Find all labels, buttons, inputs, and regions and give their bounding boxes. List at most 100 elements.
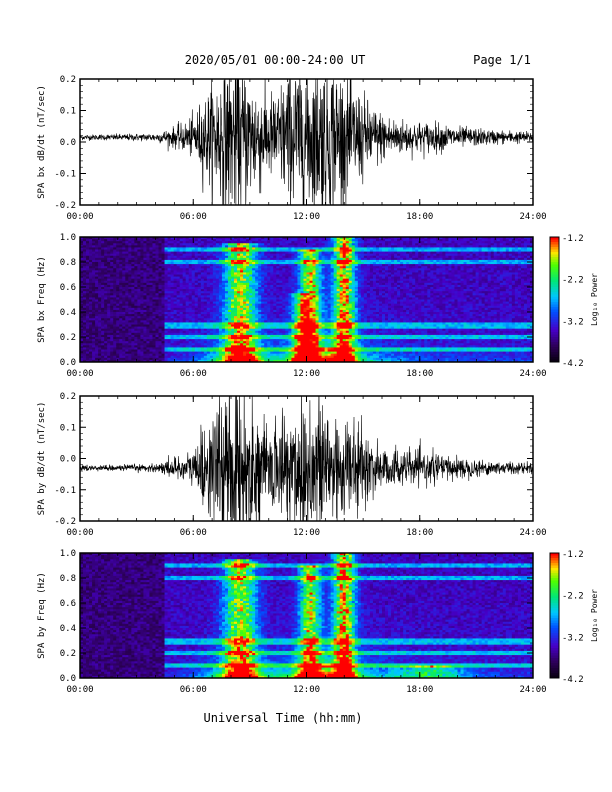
spectrogram-cell <box>98 270 102 273</box>
spectrogram-cell <box>140 287 144 290</box>
spectrogram-cell <box>140 347 144 350</box>
spectrogram-cell <box>104 266 108 269</box>
spectrogram-cell <box>137 284 141 288</box>
spectrogram-cell <box>116 295 120 298</box>
spectrogram-cell <box>98 259 102 263</box>
spectrogram-cell <box>125 262 129 265</box>
spectrogram-cell <box>128 305 132 309</box>
spectrogram-cell <box>86 337 90 340</box>
spectrogram-cell <box>83 351 87 355</box>
spectrogram-cell <box>146 314 150 317</box>
spectrogram-cell <box>140 291 144 294</box>
spectrogram-cell <box>119 320 123 323</box>
spectrogram-cell <box>146 330 150 334</box>
spectrogram-cell <box>98 297 102 300</box>
spectrogram-cell <box>95 303 99 307</box>
spectrogram-cell <box>104 284 108 288</box>
spectrogram-cell <box>101 291 105 294</box>
spectrogram-cell <box>119 299 123 302</box>
spectrogram-cell <box>92 312 96 315</box>
spectrogram-cell <box>116 301 120 305</box>
spectrogram-cell <box>137 301 141 305</box>
spectrogram-cell <box>113 353 117 357</box>
spectrogram-cell <box>86 357 90 361</box>
spectrogram-cell <box>116 268 120 271</box>
spectrogram-cell <box>143 268 147 271</box>
spectrogram-cell <box>113 316 117 319</box>
spectrogram-cell <box>98 301 102 305</box>
spectrogram-cell <box>89 272 93 275</box>
spectrogram-cell <box>137 347 141 350</box>
spectrogram-cell <box>134 282 138 286</box>
spectrogram-cell <box>131 245 135 248</box>
spectrogram-cell <box>146 332 150 336</box>
spectrogram-cell <box>113 293 117 296</box>
spectrogram-cell <box>80 287 84 290</box>
spectrogram-cell <box>137 320 141 323</box>
spectrogram-cell <box>125 247 129 250</box>
spectrogram-cell <box>113 324 117 327</box>
spectrogram-cell <box>104 289 108 292</box>
spectrogram-cell <box>89 247 93 250</box>
spectrogram-cell <box>122 253 126 257</box>
spectrogram-cell <box>86 330 90 334</box>
spectrogram-cell <box>83 251 87 255</box>
spectrogram-cell <box>128 314 132 317</box>
spectrogram-cell <box>143 334 147 338</box>
spectrogram-cell <box>110 259 114 263</box>
spectrogram-cell <box>83 257 87 261</box>
spectrogram-cell <box>113 351 117 355</box>
spectrogram-cell <box>134 343 138 346</box>
spectrogram-cell <box>89 239 93 242</box>
spectrogram-cell <box>98 316 102 319</box>
spectrogram-cell <box>83 245 87 248</box>
spectrogram-cell <box>119 289 123 292</box>
spectrogram-cell <box>143 326 147 330</box>
spectrogram-cell <box>149 257 153 261</box>
spectrogram-cell <box>125 349 129 352</box>
spectrogram-cell <box>140 249 144 252</box>
spectrogram-cell <box>143 355 147 359</box>
spectrogram-cell <box>131 318 135 321</box>
spectrogram-cell <box>143 307 147 311</box>
spectrogram-cell <box>146 274 150 277</box>
spectrogram-cell <box>119 239 123 242</box>
spectrogram-cell <box>140 297 144 300</box>
spectrogram-cell <box>89 318 93 321</box>
spectrogram-cell <box>86 276 90 280</box>
spectrogram-cell <box>146 262 150 265</box>
spectrogram-cell <box>128 307 132 311</box>
spectrogram-cell <box>116 247 120 250</box>
spectrogram-cell <box>83 266 87 269</box>
spectrogram-cell <box>80 257 84 261</box>
spectrogram-cell <box>131 241 135 244</box>
spectrogram-cell <box>101 293 105 296</box>
spectrogram-cell <box>83 293 87 296</box>
spectrogram-cell <box>128 337 132 340</box>
spectrogram-cell <box>131 326 135 330</box>
spectrogram-cell <box>104 270 108 273</box>
spectrogram-cell <box>125 337 129 340</box>
spectrogram-cell <box>92 237 96 240</box>
y-tick-label: 0.1 <box>60 107 76 117</box>
spectrogram-cell <box>137 253 141 257</box>
spectrogram-cell <box>125 237 129 240</box>
spectrogram-cell <box>107 280 111 284</box>
spectrogram-cell <box>92 334 96 338</box>
spectrogram-cell <box>134 347 138 350</box>
spectrogram-cell <box>122 307 126 311</box>
spectrogram-cell <box>119 343 123 346</box>
spectrogram-cell <box>104 353 108 357</box>
spectrogram-cell <box>146 303 150 307</box>
spectrogram-cell <box>113 287 117 290</box>
spectrogram-cell <box>125 253 129 257</box>
spectrogram-cell <box>107 359 111 363</box>
spectrogram-cell <box>101 299 105 302</box>
spectrogram-cell <box>101 303 105 307</box>
spectrogram-cell <box>113 274 117 277</box>
spectrogram-cell <box>122 359 126 363</box>
spectrogram-cell <box>122 322 126 325</box>
spectrogram-cell <box>140 324 144 327</box>
spectrogram-cell <box>119 282 123 286</box>
spectrogram-cell <box>131 253 135 257</box>
